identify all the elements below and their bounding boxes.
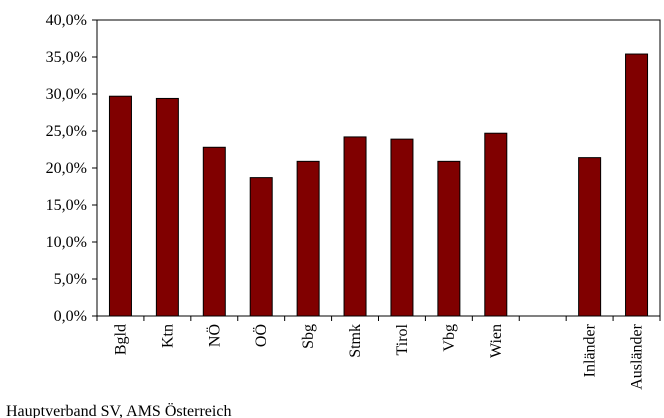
bar: [343, 136, 367, 317]
x-tick-label: Sbg: [300, 324, 317, 349]
x-tick-label: Vbg: [441, 324, 458, 352]
plot-frame: [96, 19, 661, 317]
y-tick-label: 30,0%: [46, 86, 87, 103]
x-tick-label: Tirol: [394, 323, 411, 355]
x-tick-label: Bgld: [112, 324, 129, 355]
x-tick-label: Ausländer: [629, 323, 646, 389]
bar: [625, 53, 649, 317]
y-tick-label: 25,0%: [46, 123, 87, 140]
x-tick-label: Stmk: [347, 324, 364, 358]
bar: [484, 132, 508, 317]
source-note: Hauptverband SV, AMS Österreich: [6, 402, 231, 418]
y-tick-label: 0,0%: [54, 308, 87, 325]
bar: [437, 160, 461, 317]
bar: [249, 177, 273, 317]
y-tick-label: 15,0%: [46, 197, 87, 214]
x-tick-label: Wien: [488, 324, 505, 358]
y-tick-label: 10,0%: [46, 234, 87, 251]
x-tick-label: Ktn: [159, 324, 176, 348]
x-tick-label: OÖ: [252, 324, 270, 347]
bar: [108, 95, 132, 317]
bar: [390, 138, 414, 317]
y-tick-label: 5,0%: [54, 271, 87, 288]
y-tick-label: 20,0%: [46, 160, 87, 177]
x-tick-label: Inländer: [582, 323, 599, 377]
y-tick-label: 40,0%: [46, 12, 87, 29]
bar: [578, 157, 602, 317]
x-tick-label: NÖ: [205, 324, 223, 347]
bar: [296, 160, 320, 317]
bar: [155, 97, 179, 317]
bar: [202, 146, 226, 317]
y-tick-label: 35,0%: [46, 49, 87, 66]
